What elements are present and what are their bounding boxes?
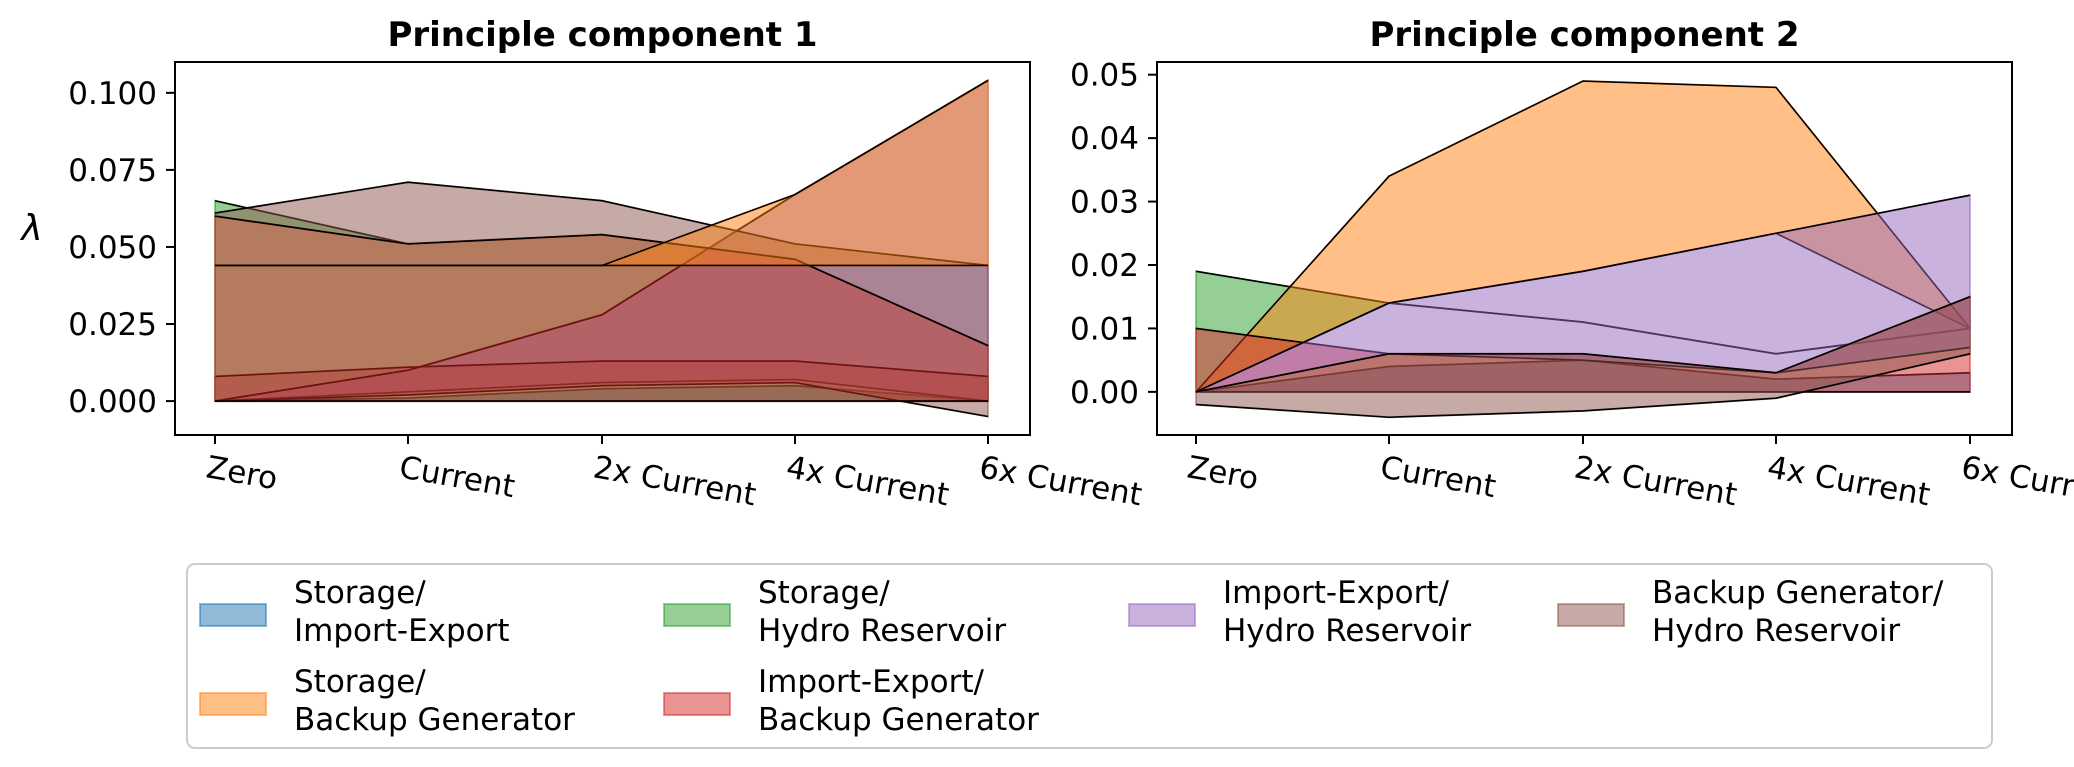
x-tick-label: 4x Current: [784, 449, 952, 513]
chart-panel-1: Principle component 1 0.000 0.025 0.050 0.07…: [19, 15, 1144, 513]
x-tick-label: Current: [1378, 449, 1499, 505]
legend-label: Hydro Reservoir: [758, 613, 1006, 649]
legend-label: Import-Export/: [1223, 575, 1450, 611]
area-edge-upper-ih-4: [1195, 194, 1971, 393]
y-tick-label: 0.04: [1070, 121, 1139, 157]
legend-label: Storage/: [758, 575, 890, 611]
legend-swatch-bh: [1557, 603, 1625, 627]
x-tick-label: 2x Current: [591, 449, 759, 513]
legend-label: Backup Generator/: [1652, 575, 1944, 611]
legend-label: Storage/: [294, 664, 426, 700]
y-tick-label: 0.050: [68, 230, 157, 266]
area-edge-lower-bh-6: [214, 215, 989, 347]
y-tick-label: 0.025: [68, 307, 157, 343]
y-tick-label: 0.00: [1070, 375, 1139, 411]
legend-swatch-sb: [199, 692, 267, 716]
legend-swatch-ih: [1128, 603, 1196, 627]
legend-swatch-si: [199, 603, 267, 627]
plot-frame: [1156, 61, 2013, 436]
y-tick-label: 0.02: [1070, 248, 1139, 284]
legend-label: Backup Generator: [758, 702, 1039, 738]
area-layers: [1195, 80, 1971, 419]
chart-panel-2: Principle component 2 0.00 0.01 0.02 0.03 0.0…: [1070, 15, 2074, 513]
x-tick-label: Current: [397, 449, 518, 505]
area-edge-lower-bh-5: [1195, 353, 1971, 419]
y-tick-label: 0.100: [68, 76, 157, 112]
legend-label: Backup Generator: [294, 702, 575, 738]
y-tick-label: 0.05: [1070, 58, 1139, 94]
legend-label: Storage/: [294, 575, 426, 611]
y-tick-label: 0.01: [1070, 311, 1139, 347]
chart-title: Principle component 1: [387, 15, 817, 55]
x-tick-label: 6x Current: [977, 449, 1145, 513]
legend-label: Hydro Reservoir: [1652, 613, 1900, 649]
area-edge-upper-bh-5: [1195, 295, 1971, 393]
legend-label: Hydro Reservoir: [1223, 613, 1471, 649]
x-tick-label: 2x Current: [1572, 449, 1740, 513]
legend-frame: [186, 563, 1993, 749]
legend-label: Import-Export/: [758, 664, 985, 700]
legend-label: Import-Export: [294, 613, 510, 649]
x-tick-label: 4x Current: [1765, 449, 1933, 513]
y-tick-label: 0.075: [68, 153, 157, 189]
legend-swatch-ib: [663, 692, 731, 716]
legend-swatch-sh: [663, 603, 731, 627]
y-tick-label: 0.000: [68, 384, 157, 420]
x-tick-label: 6x Current: [1959, 449, 2074, 513]
chart-title: Principle component 2: [1369, 15, 1799, 55]
area-layers: [214, 78, 989, 418]
area-edge-upper-sb-2: [1195, 80, 1971, 393]
y-tick-label: 0.03: [1070, 185, 1139, 221]
x-tick-label: Zero: [1185, 449, 1262, 497]
y-axis-label: λ: [19, 208, 42, 249]
x-tick-label: Zero: [204, 449, 281, 497]
